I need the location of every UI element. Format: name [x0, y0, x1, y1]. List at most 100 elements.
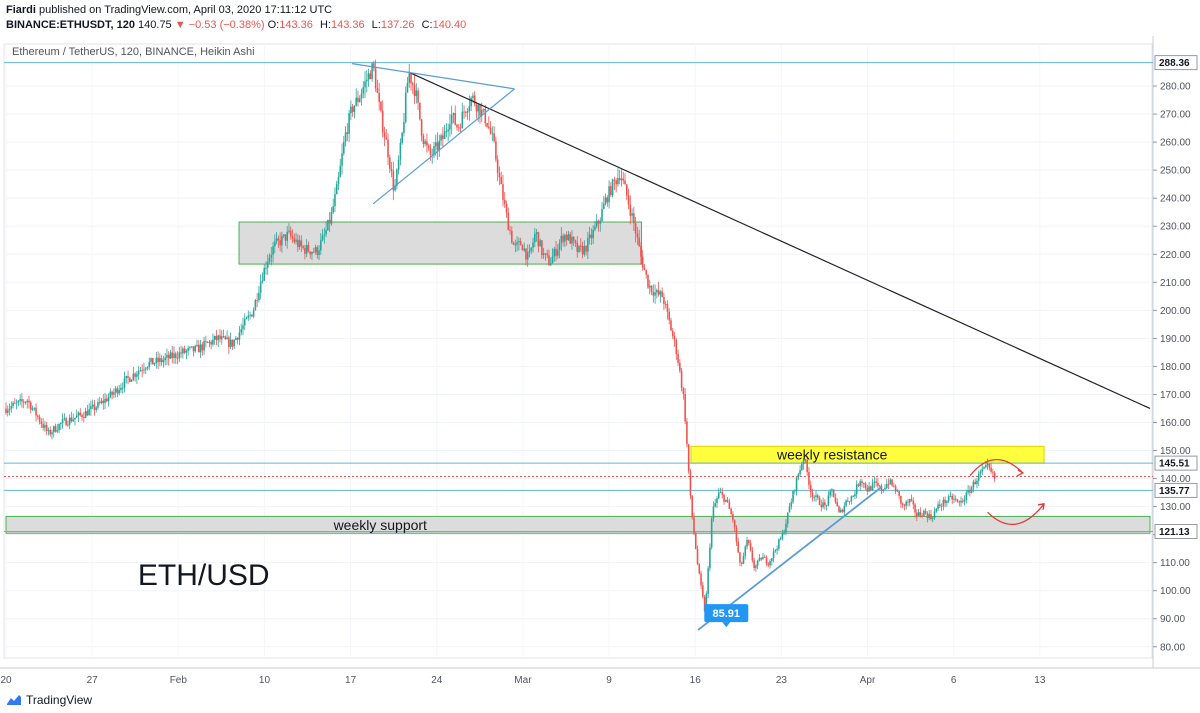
tradingview-logo-icon[interactable]	[6, 693, 22, 707]
candle-body	[8, 408, 11, 411]
candle-body	[298, 240, 301, 247]
candle-body	[641, 256, 644, 268]
candle-body	[129, 377, 131, 382]
candle-body	[953, 498, 955, 500]
candle-body	[245, 317, 248, 319]
candle-body	[675, 340, 678, 354]
candle-body	[28, 400, 30, 403]
ohlc-open-value: 143.36	[279, 19, 313, 31]
symbol-line: BINANCE:ETHUSDT, 120 140.75 ▼ −0.53 (−0.…	[6, 19, 470, 31]
candle-body	[12, 402, 14, 406]
candle-body	[650, 285, 653, 292]
candle-body	[526, 252, 529, 260]
candle-body	[272, 246, 274, 255]
candle-body	[159, 358, 161, 363]
candle-body	[38, 416, 41, 422]
candle-body	[235, 337, 237, 340]
low-price-badge[interactable]	[704, 604, 749, 623]
candle-body	[121, 387, 124, 389]
candle-body	[155, 357, 158, 364]
candle-body	[595, 220, 598, 227]
candle-body	[113, 392, 115, 395]
candle-body	[825, 505, 828, 507]
author-name[interactable]: Fiardi	[6, 4, 36, 16]
level-tag[interactable]	[1154, 482, 1198, 498]
y-tick-label: 140.00	[1160, 474, 1191, 485]
candle-body	[95, 407, 97, 410]
tradingview-brand[interactable]: TradingView	[26, 693, 93, 707]
zone-weekly-support[interactable]	[5, 515, 1151, 534]
candle-body	[783, 532, 785, 534]
triangle-line[interactable]	[372, 88, 515, 205]
candle-body	[751, 550, 754, 561]
candle-body	[907, 501, 909, 503]
projection-arrows	[969, 459, 1045, 526]
candle-body	[401, 132, 403, 143]
candle-body	[312, 252, 315, 253]
candle-body	[682, 387, 685, 394]
candle-body	[855, 484, 858, 495]
candle-body	[737, 541, 739, 553]
candle-body	[565, 234, 568, 240]
candle-body	[772, 551, 775, 559]
time-axis[interactable]: 20 27 Feb 10 17 24 Mar 9 16 23 Apr 6 13	[0, 675, 1045, 686]
candle-body	[967, 490, 969, 493]
triangle-line[interactable]	[351, 63, 515, 90]
arrow-up-curve	[969, 459, 1024, 477]
candle-body	[829, 491, 831, 496]
candle-body	[633, 213, 635, 224]
candle-body	[733, 520, 736, 528]
zone-consolidation[interactable]	[238, 221, 643, 265]
downtrend-line[interactable]	[408, 71, 1151, 410]
candle-body	[314, 247, 317, 253]
candle-body	[434, 142, 437, 147]
candle-body	[610, 186, 612, 196]
level-tag[interactable]	[1154, 455, 1198, 471]
candle-body	[808, 472, 810, 485]
candle-body	[758, 557, 761, 561]
candle-body	[224, 336, 227, 340]
candle-body	[834, 497, 837, 503]
candle-body	[816, 495, 819, 498]
candle-body	[153, 363, 156, 365]
level-tag[interactable]	[1154, 55, 1198, 71]
candle-body	[767, 563, 770, 566]
candle-body	[928, 514, 931, 519]
candle-body	[404, 92, 407, 123]
candle-body	[390, 168, 393, 171]
candle-body	[37, 415, 39, 417]
eth-usd-annotation: ETH/USD	[138, 559, 270, 592]
candle-body	[134, 373, 136, 377]
candle-body	[335, 183, 338, 195]
price-axis[interactable]: 80.0090.00100.00110.00120.00130.00140.00…	[1153, 55, 1198, 654]
candle-body	[542, 253, 545, 256]
candle-body	[90, 406, 92, 410]
candle-body	[212, 339, 214, 345]
candle-body	[176, 357, 179, 359]
level-tag[interactable]	[1154, 523, 1198, 539]
candle-body	[275, 238, 278, 242]
candle-body	[254, 300, 257, 311]
candle-body	[226, 337, 228, 340]
price-chart[interactable]: 80.0090.00100.00110.00120.00130.00140.00…	[0, 36, 1200, 688]
candle-body	[88, 409, 90, 416]
candle-body	[597, 220, 600, 224]
candle-body	[116, 388, 119, 394]
candle-body	[861, 481, 863, 484]
symbol-label[interactable]: BINANCE:ETHUSDT, 120	[6, 19, 135, 31]
y-tick-label: 180.00	[1160, 362, 1191, 373]
candle-body	[118, 390, 120, 394]
candle-body	[452, 113, 455, 115]
candle-body	[594, 226, 596, 230]
candle-body	[330, 212, 333, 224]
candle-body	[979, 471, 982, 474]
candle-body	[449, 124, 451, 130]
candle-body	[640, 246, 642, 257]
candle-body	[190, 346, 193, 348]
candle-body	[222, 336, 225, 338]
candle-body	[17, 400, 20, 403]
candle-body	[763, 556, 766, 558]
candle-body	[47, 429, 50, 431]
candle-body	[5, 408, 7, 413]
candle-body	[970, 487, 973, 493]
